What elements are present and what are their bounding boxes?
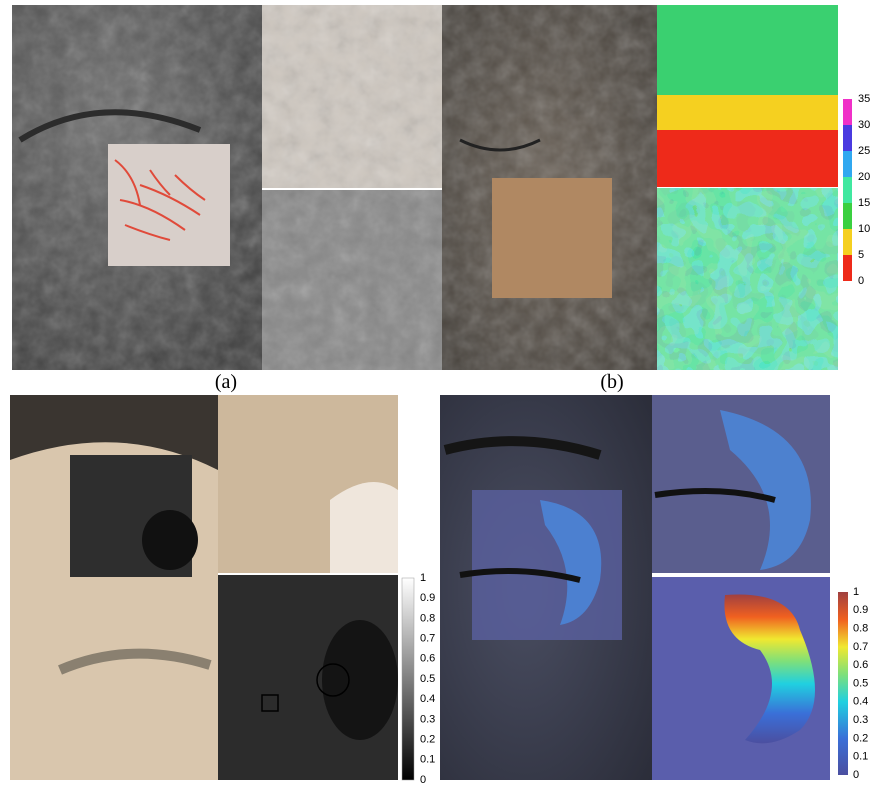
colorbar-tick-label: 25 — [858, 145, 870, 157]
colorbar-tick-label: 0 — [420, 774, 426, 786]
colorbar-tick-label: 5 — [858, 249, 864, 261]
colorbar-tick-label: 0.2 — [853, 732, 868, 744]
colorbar-tick-label: 0.6 — [420, 653, 435, 665]
colorbar-tick-label: 0.8 — [853, 623, 868, 635]
colorbar-tick-label: 0.2 — [420, 734, 435, 746]
colorbar-tick-label: 30 — [858, 119, 870, 131]
colorbar-tick-label: 0.3 — [853, 714, 868, 726]
colorbar-tick-label: 0.4 — [420, 693, 435, 705]
panel-d — [440, 395, 848, 780]
depigmented-area — [330, 482, 398, 573]
colorbar-tick-label: 1 — [853, 586, 859, 598]
colorbar-tick-label: 0.5 — [853, 677, 868, 689]
colorbar-tick-label: 1 — [420, 572, 426, 584]
colorbar — [838, 592, 848, 775]
colorbar-tick-label: 35 — [858, 93, 870, 105]
dark-patch — [322, 620, 398, 740]
panel-label: (b) — [600, 371, 623, 393]
colorbar-tick-label: 0.6 — [853, 659, 868, 671]
colorbar-tick-label: 0 — [858, 275, 864, 287]
colorbar-tick-label: 10 — [858, 223, 870, 235]
colorbar-tick-label: 0.8 — [420, 612, 435, 624]
vitiligo-patch — [142, 510, 198, 570]
map-top-red — [657, 130, 838, 187]
panel-b — [442, 5, 852, 370]
colorbar-tick-label: 0.7 — [853, 641, 868, 653]
figure: (a)(b)05101520253035(c)00.10.20.30.40.50… — [0, 0, 877, 792]
colorbar — [843, 99, 852, 281]
pigment-inset — [492, 178, 612, 298]
map-top-green — [657, 5, 838, 95]
panel-label: (a) — [215, 371, 237, 393]
wrinkle-inset — [108, 144, 230, 266]
map-bottom-texture — [657, 188, 838, 370]
colorbar-tick-label: 0.4 — [853, 696, 868, 708]
colorbar-tick-label: 0.1 — [853, 751, 868, 763]
colorbar-tick-label: 0.7 — [420, 633, 435, 645]
colorbar-tick-label: 0.3 — [420, 713, 435, 725]
enhanced-texture — [262, 190, 442, 370]
colorbar — [402, 578, 414, 780]
zoom-texture — [262, 5, 442, 188]
colorbar-tick-label: 0.9 — [420, 592, 435, 604]
colorbar-tick-label: 20 — [858, 171, 870, 183]
panel-a — [12, 5, 442, 370]
colorbar-tick-label: 0.9 — [853, 604, 868, 616]
colorbar-tick-label: 0 — [853, 769, 859, 781]
colorbar-tick-label: 0.5 — [420, 673, 435, 685]
colorbar-tick-label: 15 — [858, 197, 870, 209]
panel-c — [10, 395, 414, 780]
colorbar-tick-label: 0.1 — [420, 754, 435, 766]
